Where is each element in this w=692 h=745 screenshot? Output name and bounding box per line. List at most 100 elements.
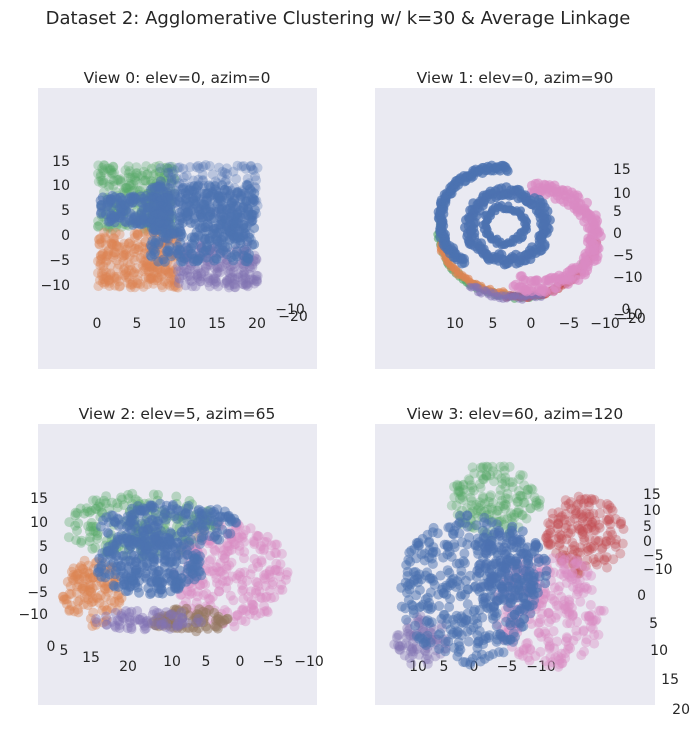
scatter-point xyxy=(484,492,495,503)
scatter-point xyxy=(247,599,258,610)
scatter-point xyxy=(575,542,586,553)
scatter-point xyxy=(563,528,574,539)
scatter-point xyxy=(85,586,96,597)
scatter-point xyxy=(88,596,99,607)
panel-1-depth-tick-label: −10 xyxy=(613,307,643,323)
scatter-point xyxy=(486,517,497,528)
scatter-point xyxy=(245,184,255,194)
scatter-point xyxy=(169,280,180,291)
scatter-point xyxy=(130,243,141,254)
scatter-point xyxy=(172,611,183,622)
scatter-point xyxy=(610,514,621,524)
scatter-point xyxy=(132,606,143,616)
scatter-point xyxy=(214,262,225,273)
scatter-point xyxy=(512,507,522,518)
scatter-point xyxy=(573,568,584,579)
scatter-point xyxy=(261,591,272,602)
scatter-point xyxy=(534,617,545,628)
scatter-point xyxy=(540,275,551,286)
scatter-point xyxy=(569,545,580,556)
scatter-point xyxy=(232,160,243,171)
scatter-point xyxy=(576,507,587,518)
scatter-point xyxy=(87,621,98,631)
scatter-point xyxy=(615,519,626,530)
scatter-point xyxy=(214,512,225,522)
scatter-point xyxy=(126,624,137,635)
scatter-point xyxy=(449,481,459,492)
scatter-point xyxy=(261,569,272,579)
panel-3-vertical-tick-label: 5 xyxy=(643,519,652,535)
scatter-point xyxy=(220,213,231,224)
scatter-point xyxy=(601,539,612,550)
scatter-point xyxy=(526,483,537,494)
scatter-point xyxy=(561,568,572,579)
scatter-point xyxy=(238,529,249,540)
scatter-point xyxy=(462,599,473,610)
scatter-point xyxy=(560,523,571,533)
scatter-point xyxy=(544,641,555,652)
scatter-point xyxy=(112,263,123,274)
scatter-point xyxy=(73,596,84,607)
scatter-point xyxy=(455,487,466,498)
scatter-point xyxy=(442,549,453,560)
scatter-point xyxy=(525,503,536,514)
scatter-point xyxy=(408,646,419,657)
scatter-point xyxy=(112,498,123,509)
scatter-point xyxy=(514,649,525,660)
scatter-point xyxy=(254,586,265,597)
scatter-point xyxy=(246,603,257,614)
scatter-point xyxy=(540,587,551,598)
scatter-point xyxy=(204,556,215,567)
scatter-point xyxy=(251,274,262,285)
scatter-point xyxy=(86,517,97,528)
scatter-point xyxy=(231,246,242,257)
scatter-point xyxy=(102,201,113,212)
scatter-point xyxy=(252,558,262,569)
scatter-point xyxy=(190,264,201,275)
scatter-point xyxy=(129,243,140,254)
scatter-point xyxy=(209,279,220,289)
scatter-point xyxy=(610,541,621,552)
scatter-point xyxy=(232,610,243,621)
scatter-point xyxy=(165,178,176,188)
scatter-point xyxy=(113,520,124,531)
scatter-point xyxy=(572,616,582,627)
scatter-point xyxy=(580,581,591,592)
scatter-point xyxy=(579,532,590,543)
scatter-point xyxy=(101,271,111,282)
scatter-point xyxy=(109,541,120,552)
scatter-point xyxy=(468,485,479,496)
scatter-point xyxy=(393,640,403,651)
scatter-point xyxy=(262,607,273,618)
scatter-point xyxy=(446,500,457,511)
scatter-point xyxy=(272,565,283,576)
scatter-point xyxy=(228,266,239,277)
scatter-point xyxy=(472,533,483,544)
panel-2-depth-tick-label: 5 xyxy=(60,643,69,659)
scatter-point xyxy=(571,578,582,589)
scatter-point xyxy=(481,471,492,482)
scatter-point xyxy=(98,617,109,628)
scatter-point xyxy=(119,250,129,261)
scatter-point xyxy=(74,579,85,590)
scatter-point xyxy=(534,571,545,582)
scatter-point xyxy=(97,175,108,186)
panel-2-depth-tick-label: 15 xyxy=(82,650,100,666)
scatter-point xyxy=(174,273,185,284)
scatter-point xyxy=(83,521,94,532)
scatter-point xyxy=(182,271,193,282)
scatter-point xyxy=(576,560,587,571)
scatter-point xyxy=(211,573,222,584)
scatter-point xyxy=(109,211,120,222)
scatter-point xyxy=(142,169,153,180)
scatter-point xyxy=(209,255,220,266)
scatter-point xyxy=(120,183,131,194)
scatter-point xyxy=(394,641,405,652)
scatter-point xyxy=(84,507,95,518)
scatter-point xyxy=(121,272,132,283)
scatter-point xyxy=(137,241,148,252)
scatter-point xyxy=(204,566,215,577)
scatter-point xyxy=(545,539,556,550)
scatter-point xyxy=(522,484,533,495)
